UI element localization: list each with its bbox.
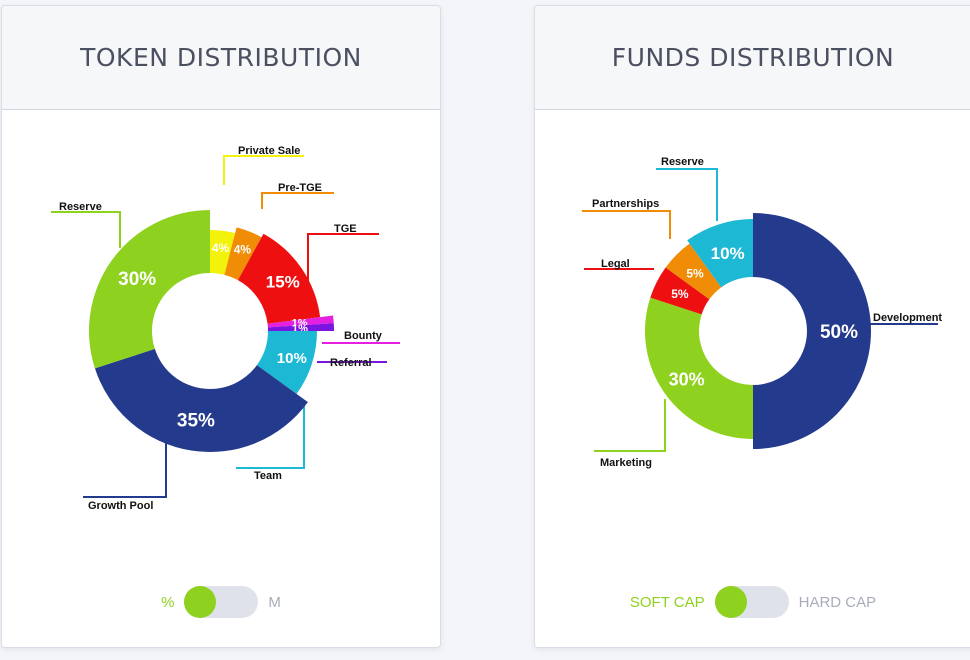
toggle-label-millions[interactable]: M — [268, 593, 281, 611]
category-label-pre-tge: Pre-TGE — [278, 182, 322, 194]
leader-line-marketing — [594, 399, 666, 452]
toggle-switch[interactable] — [714, 586, 789, 618]
leader-line-pre-tge — [261, 192, 334, 209]
category-label-reserve: Reserve — [661, 156, 704, 168]
token-distribution-chart: 4%Private Sale4%Pre-TGE15%TGE1%Bounty1%R… — [51, 145, 400, 512]
token-card-header: TOKEN DISTRIBUTION — [2, 6, 440, 110]
leader-line-reserve — [51, 211, 121, 248]
slice-development[interactable] — [753, 213, 871, 449]
category-label-marketing: Marketing — [600, 457, 652, 469]
pct-label-reserve: 10% — [711, 244, 745, 263]
pct-label-pre-tge: 4% — [234, 242, 252, 256]
category-label-growth-pool: Growth Pool — [88, 500, 153, 512]
toggle-label-soft-cap[interactable]: SOFT CAP — [629, 593, 705, 611]
leader-line-reserve — [656, 168, 718, 221]
category-label-referral: Referral — [330, 357, 372, 369]
leader-line-private-sale — [223, 155, 304, 185]
pct-label-team: 10% — [277, 350, 307, 367]
pct-label-partnerships: 5% — [686, 266, 704, 280]
slice-legal[interactable] — [650, 267, 710, 315]
toggle-knob[interactable] — [184, 586, 217, 618]
category-label-legal: Legal — [601, 258, 630, 270]
toggle-switch[interactable] — [184, 586, 259, 618]
slice-marketing[interactable] — [645, 297, 753, 439]
category-label-tge: TGE — [334, 223, 357, 235]
pct-label-reserve: 30% — [118, 269, 156, 290]
toggle-knob[interactable] — [714, 586, 747, 618]
category-label-reserve: Reserve — [59, 201, 102, 213]
slice-reserve[interactable] — [687, 219, 753, 288]
slice-growth-pool[interactable] — [94, 348, 308, 452]
category-label-private-sale: Private Sale — [238, 145, 300, 157]
pct-label-growth-pool: 35% — [177, 411, 215, 432]
category-label-partnerships: Partnerships — [592, 198, 659, 210]
funds-distribution-card: FUNDS DISTRIBUTION 50% Development 30% Mark… — [534, 5, 970, 648]
slice-tge[interactable] — [237, 233, 321, 324]
leader-line-growth-pool — [83, 442, 167, 498]
category-label-bounty: Bounty — [344, 330, 383, 342]
category-label-team: Team — [254, 470, 282, 482]
funds-card-header: FUNDS DISTRIBUTION — [535, 6, 970, 110]
funds-card-title: FUNDS DISTRIBUTION — [611, 43, 895, 72]
pct-label-marketing: 30% — [669, 370, 705, 390]
token-distribution-card: TOKEN DISTRIBUTION 4% Private Sale 4% Pre-T… — [1, 5, 441, 648]
slice-bounty[interactable] — [267, 315, 334, 328]
toggle-label-percent[interactable]: % — [161, 593, 175, 611]
toggle-label-hard-cap[interactable]: HARD CAP — [798, 593, 877, 611]
slice-pre-tge[interactable] — [224, 227, 262, 281]
token-card-title: TOKEN DISTRIBUTION — [80, 43, 362, 72]
leader-line-partnerships — [582, 210, 671, 239]
funds-distribution-chart: 50% Development 30% Marketing 5% Legal 5% Partn… — [582, 156, 942, 469]
pct-label-development: 50% — [820, 322, 858, 343]
token-unit-toggle[interactable]: % M — [2, 586, 440, 618]
category-label-development: Development — [873, 312, 942, 324]
pct-label-legal: 5% — [671, 287, 689, 301]
leader-line-team — [236, 406, 305, 469]
slice-team[interactable] — [256, 331, 317, 394]
slice-private-sale[interactable] — [210, 230, 236, 275]
pct-label-tge: 15% — [266, 273, 300, 292]
funds-cap-toggle[interactable]: SOFT CAP HARD CAP — [535, 586, 970, 618]
slice-partnerships[interactable] — [665, 243, 722, 300]
slice-reserve[interactable] — [88, 210, 210, 369]
pct-label-private-sale: 4% — [212, 241, 230, 255]
leader-line-tge — [307, 233, 379, 287]
slice-referral[interactable] — [267, 323, 334, 331]
